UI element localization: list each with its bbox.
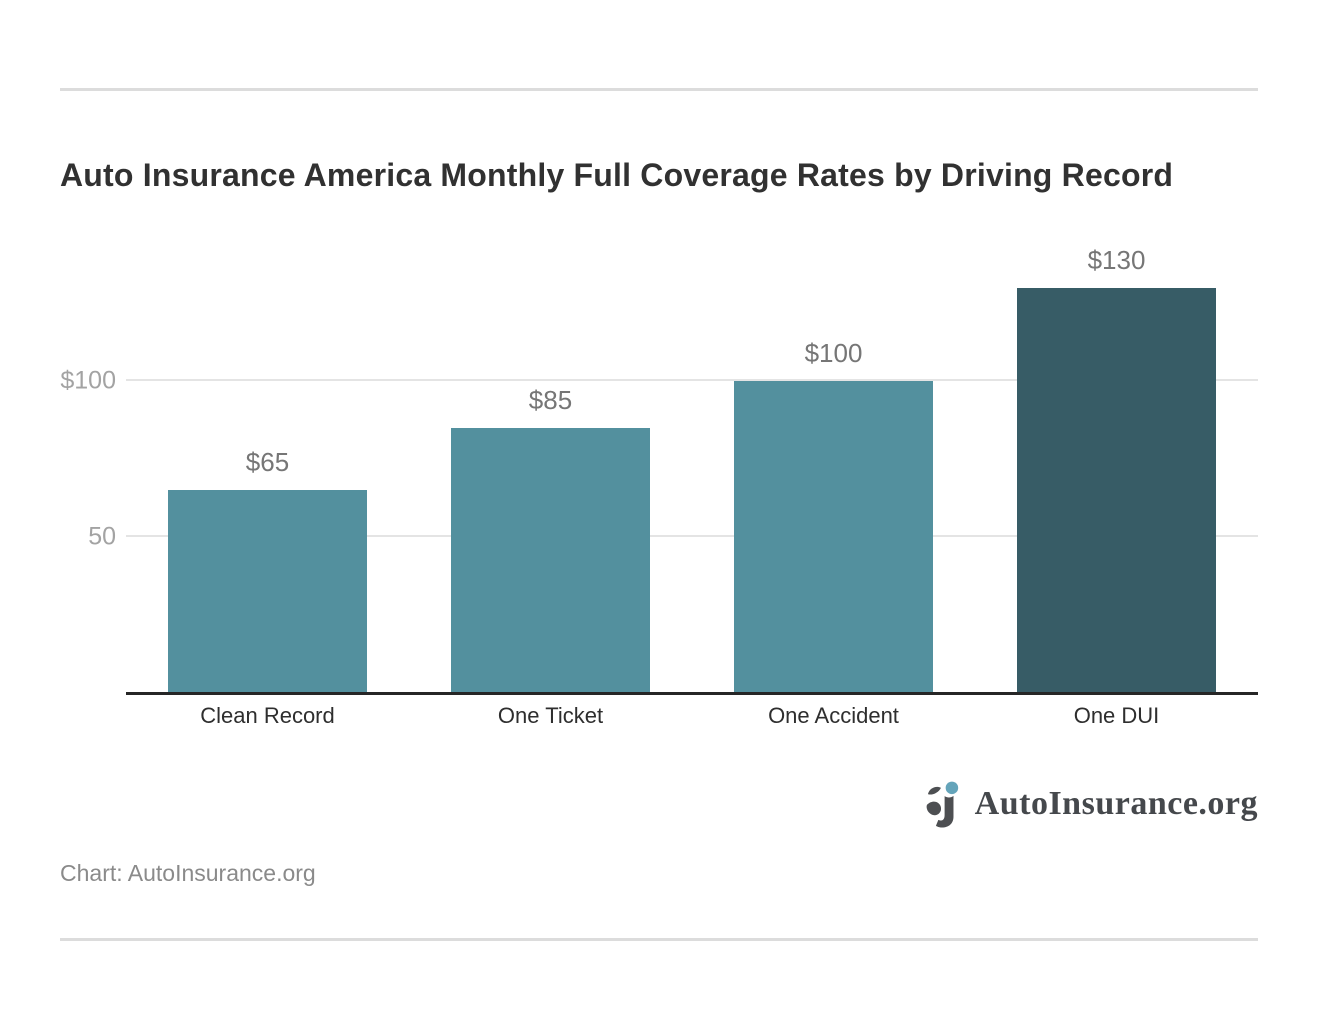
autoinsurance-logo: AutoInsurance.org bbox=[921, 780, 1258, 828]
bar-value-label-one-ticket: $85 bbox=[528, 384, 573, 415]
top-divider bbox=[60, 88, 1258, 91]
x-axis-label-clean-record: Clean Record bbox=[200, 703, 335, 728]
autoinsurance-logo-icon bbox=[926, 781, 958, 828]
bar-value-label-one-dui: $130 bbox=[1087, 244, 1146, 275]
bar-slot-one-dui: $130 bbox=[975, 245, 1258, 692]
chart-credit: Chart: AutoInsurance.org bbox=[60, 860, 316, 886]
bar-value-label-clean-record: $65 bbox=[245, 446, 290, 477]
y-axis-tick-label: 50 bbox=[88, 522, 116, 550]
plot-area: $65 $85 $100 $130 $100 50 bbox=[60, 220, 1258, 695]
bar-slot-one-accident: $100 bbox=[692, 338, 975, 692]
gridline-100 bbox=[126, 379, 1258, 381]
bar-one-accident bbox=[734, 381, 933, 692]
x-axis-label-one-ticket: One Ticket bbox=[497, 703, 604, 728]
x-axis-label-one-dui: One DUI bbox=[1073, 703, 1160, 728]
x-axis-label-one-accident: One Accident bbox=[768, 703, 899, 728]
bar-one-dui bbox=[1017, 287, 1216, 692]
bar-one-ticket bbox=[451, 427, 650, 692]
bar-slot-one-ticket: $85 bbox=[409, 385, 692, 692]
bar-value-label-one-accident: $100 bbox=[804, 338, 863, 368]
bar-clean-record bbox=[168, 489, 367, 692]
bar-slot-clean-record: $65 bbox=[126, 447, 409, 692]
x-axis-labels: Clean Record One Ticket One Accident One DU… bbox=[126, 703, 1258, 729]
chart-title: Auto Insurance America Monthly Full Cove… bbox=[60, 157, 1174, 193]
y-axis-tick-label: $100 bbox=[60, 366, 116, 395]
bottom-divider bbox=[60, 938, 1258, 941]
bars-row: $65 $85 $100 $130 bbox=[126, 220, 1258, 692]
gridline-50 bbox=[126, 534, 1258, 537]
autoinsurance-logo-text: AutoInsurance.org bbox=[974, 785, 1258, 822]
